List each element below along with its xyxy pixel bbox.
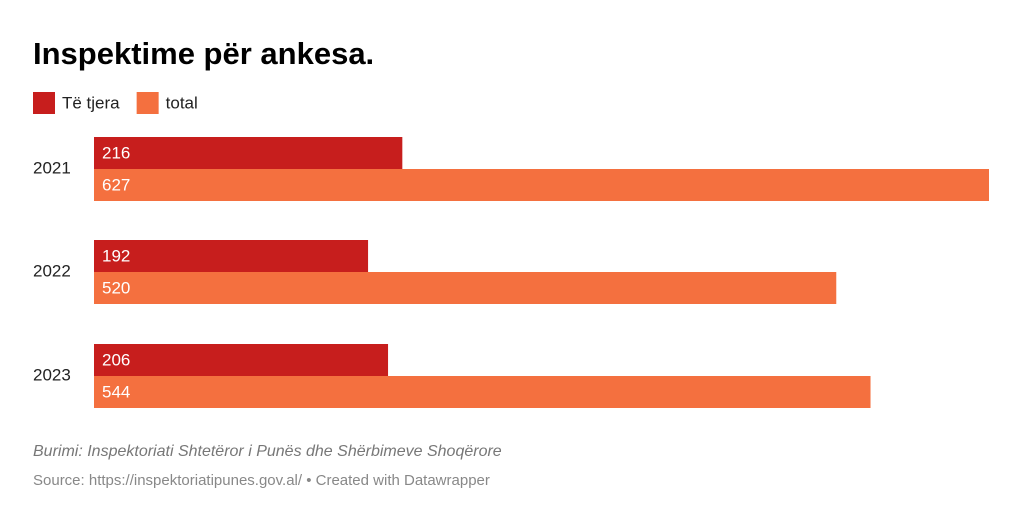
value-label: 192 <box>102 246 130 265</box>
bar <box>94 272 837 304</box>
bar <box>94 376 871 408</box>
y-tick-label: 2022 <box>33 261 71 280</box>
bar <box>94 137 403 169</box>
y-tick-label: 2023 <box>33 365 71 384</box>
value-label: 216 <box>102 143 130 162</box>
value-label: 627 <box>102 175 130 194</box>
notes: Burimi: Inspektoriati Shtetëror i Punës … <box>33 443 502 460</box>
legend-label: total <box>166 93 198 112</box>
y-tick-label: 2021 <box>33 158 71 177</box>
value-label: 544 <box>102 382 130 401</box>
legend-label: Të tjera <box>62 93 120 112</box>
bar <box>94 240 369 272</box>
value-label: 520 <box>102 278 130 297</box>
chart-title: Inspektime për ankesa. <box>33 36 374 71</box>
legend-swatch <box>136 92 159 114</box>
legend-swatch <box>33 92 55 114</box>
value-label: 206 <box>102 350 130 369</box>
bar <box>94 169 989 201</box>
bar <box>94 344 389 376</box>
source: Source: https://inspektoriatipunes.gov.a… <box>33 472 490 489</box>
